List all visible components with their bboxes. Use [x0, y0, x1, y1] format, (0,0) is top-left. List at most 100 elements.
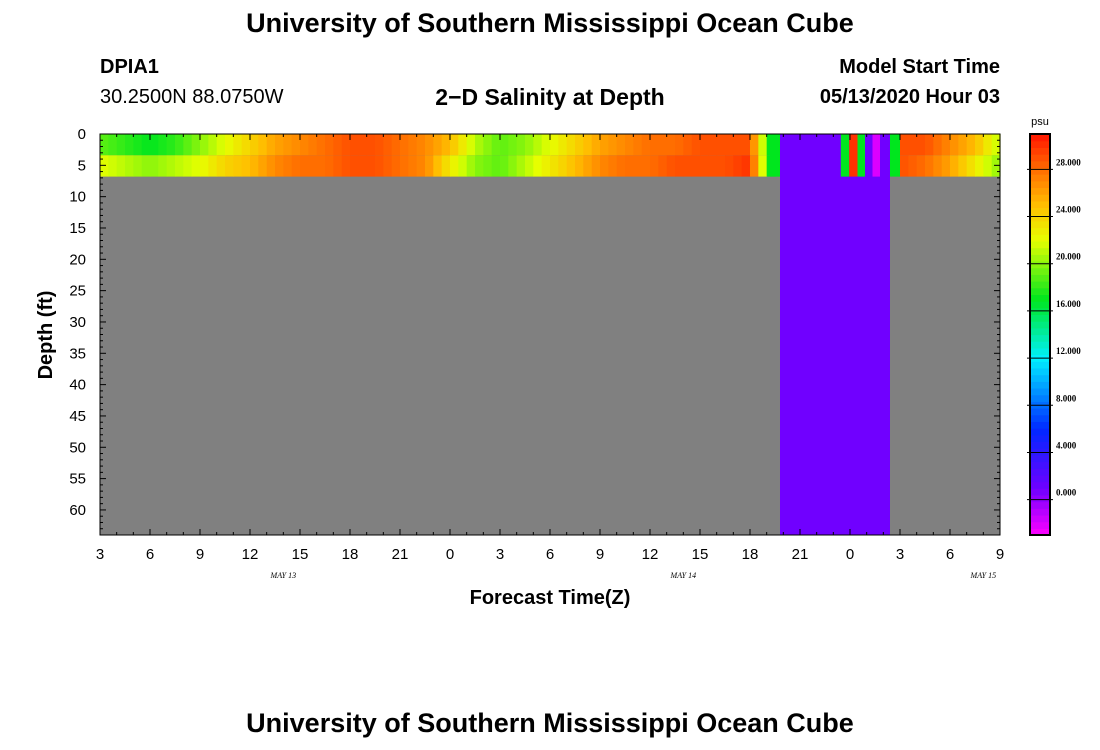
salinity-cell — [525, 134, 534, 156]
salinity-cell — [425, 134, 434, 156]
salinity-cell — [150, 134, 159, 156]
colorbar-segment — [1030, 327, 1050, 336]
colorbar-segment — [1030, 140, 1050, 148]
salinity-cell — [950, 155, 959, 177]
salinity-cell — [366, 155, 376, 177]
x-date-label: MAY 15 — [970, 571, 997, 580]
salinity-cell — [166, 134, 176, 156]
salinity-cell — [650, 155, 659, 177]
salinity-cell — [225, 134, 234, 156]
salinity-cell — [258, 134, 268, 156]
colorbar-segment — [1030, 227, 1050, 235]
salinity-cell — [258, 155, 268, 177]
salinity-cell — [708, 134, 718, 156]
salinity-cell — [658, 134, 668, 156]
station-id: DPIA1 — [100, 56, 159, 78]
colorbar-segment — [1030, 468, 1050, 476]
colorbar-segment — [1030, 501, 1050, 509]
salinity-cell — [725, 155, 734, 177]
salinity-cell — [975, 155, 984, 177]
salinity-cell — [991, 155, 1001, 177]
salinity-cell — [958, 155, 968, 177]
salinity-cell — [600, 155, 609, 177]
salinity-cell — [433, 155, 443, 177]
x-date-label: MAY 14 — [670, 571, 697, 580]
x-date-label: MAY 13 — [270, 571, 297, 580]
salinity-cell — [558, 134, 568, 156]
salinity-cell — [550, 155, 559, 177]
salinity-cell — [316, 155, 326, 177]
x-tick-label: 12 — [242, 546, 259, 563]
salinity-cell — [691, 134, 701, 156]
colorbar-tick-label: 0.000 — [1056, 488, 1077, 498]
salinity-cell — [250, 155, 259, 177]
colorbar-segment — [1030, 147, 1050, 155]
salinity-cell — [216, 155, 226, 177]
salinity-cell — [233, 134, 243, 156]
salinity-cell — [908, 155, 918, 177]
salinity-cell — [583, 155, 593, 177]
salinity-cell — [857, 134, 865, 177]
colorbar-tick-label: 20.000 — [1056, 252, 1081, 262]
salinity-cell — [983, 134, 993, 156]
salinity-cell — [291, 155, 301, 177]
salinity-cell — [508, 134, 518, 156]
salinity-cell — [250, 134, 259, 156]
page-title-bottom: University of Southern Mississippi Ocean… — [246, 708, 854, 738]
colorbar-segment — [1030, 387, 1050, 396]
salinity-cell — [575, 134, 584, 156]
colorbar-segment — [1030, 481, 1050, 489]
x-tick-label: 0 — [446, 546, 454, 563]
salinity-cell — [158, 155, 168, 177]
colorbar-segment — [1030, 160, 1050, 169]
colorbar-segment — [1030, 194, 1050, 202]
salinity-cell — [416, 155, 426, 177]
salinity-cell — [391, 134, 401, 156]
colorbar-segment — [1030, 374, 1050, 382]
salinity-cell — [708, 155, 718, 177]
salinity-cell — [283, 155, 293, 177]
colorbar-segment — [1030, 414, 1050, 422]
salinity-cell — [266, 155, 276, 177]
salinity-cell — [533, 134, 543, 156]
x-tick-label: 6 — [546, 546, 554, 563]
y-tick-label: 10 — [69, 189, 86, 206]
salinity-cell — [141, 134, 151, 156]
colorbar-segment — [1030, 174, 1050, 182]
salinity-cell — [408, 134, 418, 156]
y-tick-label: 5 — [78, 157, 86, 174]
salinity-cell — [716, 155, 726, 177]
salinity-cell — [333, 134, 343, 156]
salinity-cell — [608, 155, 618, 177]
salinity-cell — [241, 134, 251, 156]
model-start-label: Model Start Time — [839, 56, 1000, 78]
y-tick-label: 35 — [69, 345, 86, 362]
colorbar-segment — [1030, 187, 1050, 195]
x-tick-label: 9 — [596, 546, 604, 563]
salinity-cell — [325, 134, 334, 156]
colorbar-unit: psu — [1031, 116, 1049, 128]
colorbar-segment — [1030, 220, 1050, 229]
colorbar-segment — [1030, 508, 1050, 516]
colorbar-segment — [1030, 361, 1050, 369]
colorbar-tick-label: 24.000 — [1056, 205, 1081, 215]
salinity-cell — [225, 155, 234, 177]
salinity-cell — [166, 155, 176, 177]
salinity-cell — [191, 134, 201, 156]
colorbar-segment — [1030, 334, 1050, 342]
salinity-cell — [241, 155, 251, 177]
salinity-cell — [500, 155, 509, 177]
colorbar-segment — [1030, 294, 1050, 302]
colorbar-segment — [1030, 254, 1050, 262]
colorbar-segment — [1030, 301, 1050, 309]
salinity-cell — [616, 155, 626, 177]
colorbar: 0.000 4.000 8.000 12.000 16.000 20.000 24.000 2… — [1027, 116, 1081, 536]
salinity-cell — [516, 134, 526, 156]
x-tick-label: 3 — [96, 546, 104, 563]
x-tick-label: 18 — [742, 546, 759, 563]
salinity-cell — [383, 134, 393, 156]
colorbar-segment — [1030, 528, 1050, 536]
colorbar-segment — [1030, 287, 1050, 295]
salinity-cell — [975, 134, 984, 156]
y-tick-label: 45 — [69, 408, 86, 425]
